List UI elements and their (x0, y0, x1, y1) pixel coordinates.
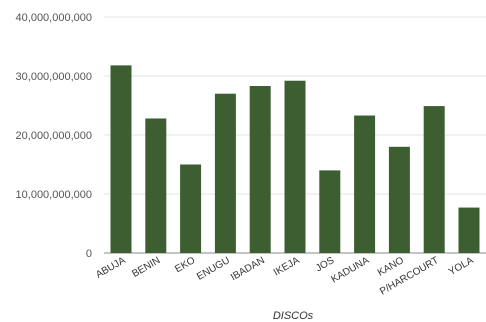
x-tick-label: BENIN (130, 255, 162, 280)
x-tick-label: YOLA (447, 255, 476, 278)
bar-enugu (214, 93, 236, 253)
x-tick-label: IBADAN (229, 255, 267, 283)
bar-ikeja (284, 80, 306, 253)
x-tick-label: ABUJA (94, 255, 128, 281)
y-tick-label: 0 (86, 248, 92, 260)
bar-jos (319, 170, 341, 253)
y-tick-label: 20,000,000,000 (16, 130, 92, 142)
bar-benin (145, 118, 167, 253)
bar-kano (388, 146, 410, 253)
bar-p-harcourt (423, 106, 445, 253)
x-tick-label: KADUNA (329, 255, 371, 286)
y-tick-label: 40,000,000,000 (16, 12, 92, 24)
x-tick-label: IKEJA (272, 255, 302, 279)
x-tick-label: JOS (314, 255, 337, 274)
bar-yola (458, 207, 480, 253)
bar-eko (180, 164, 202, 253)
bar-abuja (110, 65, 132, 253)
y-tick-label: 30,000,000,000 (16, 71, 92, 83)
bar-ibadan (249, 86, 271, 253)
x-axis-title: DISCOs (273, 310, 314, 322)
y-tick-label: 10,000,000,000 (16, 189, 92, 201)
bar-kaduna (354, 115, 376, 253)
y-axis-tick-labels: 0 10,000,000,000 20,000,000,000 30,000,000,… (16, 12, 92, 260)
x-tick-label: EKO (173, 255, 197, 275)
bars (110, 65, 480, 253)
x-tick-label: ENUGU (195, 255, 232, 283)
